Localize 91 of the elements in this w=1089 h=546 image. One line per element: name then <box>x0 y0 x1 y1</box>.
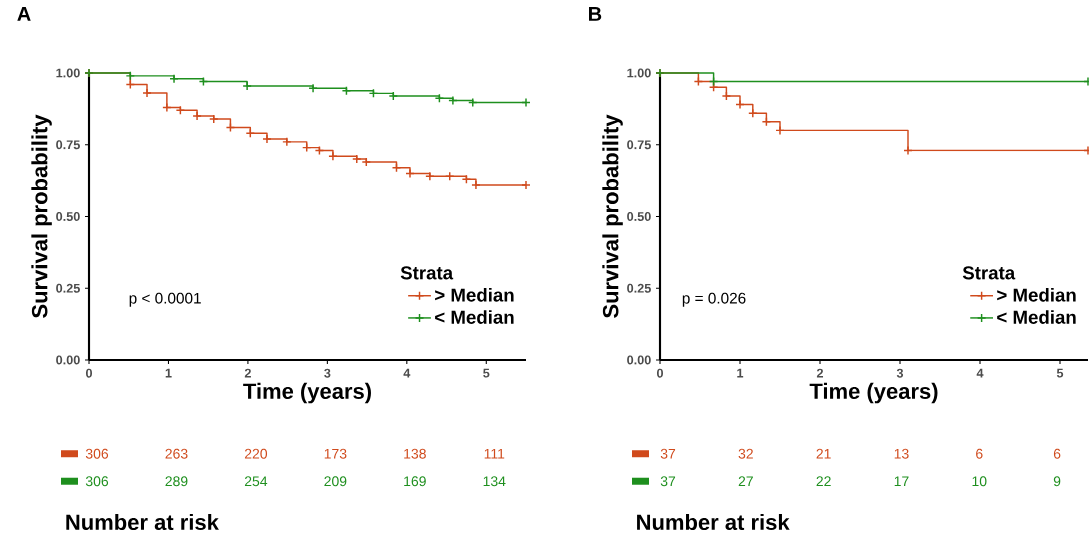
text: 27 <box>738 476 753 487</box>
text: 37 <box>660 476 676 487</box>
text: 173 <box>324 448 347 459</box>
chart-title: A <box>17 7 31 21</box>
point <box>761 117 772 127</box>
text: 134 <box>483 476 506 487</box>
point <box>125 71 136 81</box>
point <box>521 180 531 190</box>
text: 111 <box>484 448 505 459</box>
text: 22 <box>816 476 831 487</box>
text: 37 <box>660 448 676 459</box>
y-tick-label: 0.00 <box>627 355 651 365</box>
chart-title: B <box>589 7 602 21</box>
x-axis-title: Time (years) <box>243 382 371 404</box>
point <box>461 174 472 184</box>
text: 209 <box>324 476 347 487</box>
point <box>735 99 745 110</box>
text: 254 <box>244 476 268 487</box>
point <box>192 111 202 121</box>
text: 6 <box>976 448 983 459</box>
x-tick-label: 1 <box>737 368 744 378</box>
annotation: p < 0.0001 <box>129 292 201 307</box>
x-tick-label: 5 <box>1056 368 1064 378</box>
text: 10 <box>972 476 987 487</box>
y-axis-title: Survival probability <box>31 114 52 318</box>
legend-label: < Median <box>997 310 1076 324</box>
text: 17 <box>894 476 909 487</box>
point <box>903 145 913 156</box>
point <box>142 88 152 98</box>
text: 306 <box>85 476 109 487</box>
y-tick-label: 0.25 <box>627 283 651 293</box>
point <box>775 125 785 136</box>
point <box>262 134 272 144</box>
point <box>242 81 252 91</box>
text: 306 <box>85 448 109 459</box>
y-tick-label: 0.00 <box>56 355 80 365</box>
point <box>521 97 531 108</box>
point <box>282 137 292 147</box>
point <box>388 91 399 101</box>
point <box>341 86 352 96</box>
x-tick-label: 5 <box>483 368 490 378</box>
point <box>209 114 219 124</box>
text: 21 <box>816 448 831 459</box>
x-tick-label: 3 <box>896 368 904 378</box>
point <box>162 102 172 113</box>
y-tick-label: 1.00 <box>56 68 80 78</box>
text: 13 <box>894 448 909 459</box>
text: 169 <box>404 476 426 487</box>
legend-title: Strata <box>400 266 454 280</box>
text: 263 <box>165 448 188 459</box>
point <box>448 95 458 106</box>
y-tick-label: 0.75 <box>627 140 651 150</box>
x-tick-label: 1 <box>165 368 172 378</box>
x-tick-label: 4 <box>976 368 984 378</box>
point <box>471 180 481 190</box>
legend-label: > Median <box>997 287 1076 302</box>
point <box>405 168 415 179</box>
y-axis-title: Survival probability <box>602 114 623 318</box>
text: Number at risk <box>66 513 219 531</box>
x-tick-label: 3 <box>324 368 331 378</box>
text: 6 <box>1053 448 1061 459</box>
x-tick-label: 4 <box>403 368 411 378</box>
x-tick-label: 2 <box>816 368 824 378</box>
x-tick-label: 0 <box>656 368 663 378</box>
text: 138 <box>404 448 426 459</box>
y-tick-label: 1.00 <box>627 68 651 78</box>
legend-label: > Median <box>435 287 514 302</box>
x-axis-title: Time (years) <box>809 382 938 404</box>
point <box>748 108 758 118</box>
point <box>721 91 732 101</box>
point <box>468 97 478 108</box>
point <box>425 171 435 182</box>
point <box>308 83 318 93</box>
y-tick-label: 0.50 <box>627 212 651 221</box>
y-tick-label: 0.50 <box>56 212 80 221</box>
annotation: p = 0.026 <box>682 292 746 307</box>
point <box>352 154 362 164</box>
text: 9 <box>1053 476 1061 487</box>
legend-title: Strata <box>962 266 1016 280</box>
point <box>328 151 338 161</box>
x-tick-label: 0 <box>85 368 93 378</box>
text: 220 <box>244 448 268 459</box>
text: Number at risk <box>637 513 790 531</box>
text: 289 <box>165 476 188 487</box>
point <box>361 157 372 167</box>
legend-label: < Median <box>435 310 514 324</box>
y-tick-label: 0.25 <box>56 283 80 293</box>
x-tick-label: 2 <box>244 368 251 378</box>
y-tick-label: 0.75 <box>56 140 80 150</box>
text: 32 <box>738 448 753 459</box>
point <box>169 74 179 84</box>
